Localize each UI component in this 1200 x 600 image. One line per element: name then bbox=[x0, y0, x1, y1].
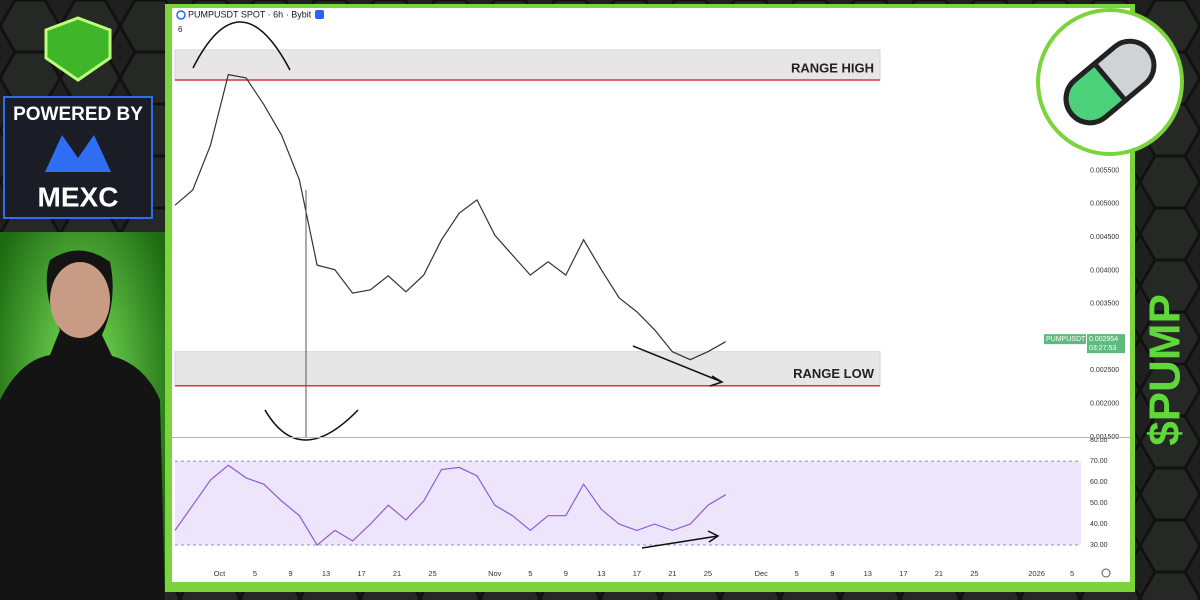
x-tick-label: 5 bbox=[253, 569, 257, 578]
x-tick-label: 21 bbox=[935, 569, 943, 578]
x-tick-label: 5 bbox=[1070, 569, 1074, 578]
y-tick-label: 60.00 bbox=[1090, 479, 1108, 486]
y-tick-label: 80.00 bbox=[1090, 437, 1108, 444]
top-arc bbox=[192, 21, 291, 71]
price-tag bbox=[1087, 334, 1125, 354]
y-tick-label: 40.00 bbox=[1090, 521, 1108, 528]
x-tick-label: 9 bbox=[830, 569, 834, 578]
x-tick-label: Dec bbox=[755, 569, 769, 578]
y-tick-label: 0.003500 bbox=[1090, 301, 1119, 308]
x-tick-label: 17 bbox=[357, 569, 365, 578]
x-tick-label: 17 bbox=[899, 569, 907, 578]
x-tick-label: 25 bbox=[428, 569, 436, 578]
y-tick-label: 70.00 bbox=[1090, 458, 1108, 465]
series-line bbox=[174, 73, 726, 361]
exchange-logo bbox=[45, 135, 111, 172]
x-tick-label: 17 bbox=[633, 569, 641, 578]
x-tick-label: 9 bbox=[564, 569, 568, 578]
verified bbox=[315, 10, 324, 19]
rsi-arrow bbox=[641, 530, 720, 549]
x-tick-label: 13 bbox=[597, 569, 605, 578]
x-tick-label: 25 bbox=[704, 569, 712, 578]
zone-label: RANGE HIGH bbox=[791, 60, 874, 75]
x-tick-label: 21 bbox=[668, 569, 676, 578]
y-tick-label: 0.004500 bbox=[1090, 234, 1119, 241]
x-tick-label: 13 bbox=[322, 569, 330, 578]
powered-box bbox=[3, 96, 153, 219]
x-tick-label: 5 bbox=[528, 569, 532, 578]
bottom-arc bbox=[264, 409, 359, 441]
y-tick-label: 30.00 bbox=[1090, 542, 1108, 549]
zone bbox=[174, 49, 881, 81]
rsi-band bbox=[175, 461, 1081, 546]
presenter-face bbox=[50, 262, 110, 338]
interval-badge: 6 bbox=[178, 25, 183, 34]
chart-title: PUMPUSDT SPOT · 6h · Bybit bbox=[188, 9, 312, 19]
y-tick-label: 0.002500 bbox=[1090, 367, 1119, 374]
x-tick-label: 25 bbox=[970, 569, 978, 578]
series-line bbox=[174, 464, 727, 547]
x-tick-label: Nov bbox=[488, 569, 502, 578]
symbol-name: PUMPUSDT bbox=[1046, 336, 1086, 343]
y-tick-label: 50.00 bbox=[1090, 500, 1108, 507]
pill-icon bbox=[1063, 38, 1157, 126]
ticker: $PUMP bbox=[1141, 294, 1190, 446]
x-tick-label: 9 bbox=[288, 569, 292, 578]
symbol-tag bbox=[1044, 334, 1086, 345]
y-tick-label: 0.002000 bbox=[1090, 401, 1119, 408]
exchange-name: MEXC bbox=[38, 181, 119, 212]
logo bbox=[44, 16, 112, 82]
zone bbox=[174, 351, 881, 387]
x-tick-label: 21 bbox=[393, 569, 401, 578]
x-tick-label: Oct bbox=[214, 569, 227, 578]
y-tick-label: 0.005000 bbox=[1090, 201, 1119, 208]
x-tick-label: 13 bbox=[864, 569, 872, 578]
powered-by: POWERED BY bbox=[13, 104, 143, 125]
x-tick-label: 5 bbox=[795, 569, 799, 578]
settings-icon bbox=[1101, 568, 1111, 578]
x-tick-label: 2026 bbox=[1028, 569, 1045, 578]
header-icon bbox=[176, 10, 186, 20]
countdown: 03:27:53 bbox=[1089, 345, 1116, 352]
presenter bbox=[0, 250, 165, 600]
price-label: 0.002954 bbox=[1089, 336, 1118, 343]
y-tick-label: 0.004000 bbox=[1090, 267, 1119, 274]
divergence-arrow bbox=[632, 345, 724, 387]
y-tick-label: 0.005500 bbox=[1090, 167, 1119, 174]
zone-label: RANGE LOW bbox=[793, 366, 875, 381]
